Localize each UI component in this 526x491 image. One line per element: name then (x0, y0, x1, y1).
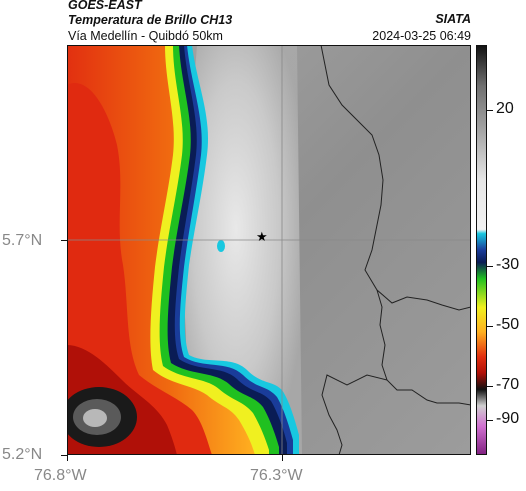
boundary-line (320, 45, 471, 311)
y-tick-mark (61, 455, 67, 456)
boundary-line (376, 289, 471, 406)
satellite-title: GOES-EAST (68, 0, 142, 12)
colorbar (476, 45, 487, 455)
boundary-line (321, 374, 388, 455)
location-star-marker: ★ (256, 229, 268, 244)
colorbar-tick-label: -50 (496, 316, 520, 333)
colorbar-gradient (476, 45, 487, 455)
colorbar-tick-label: -30 (496, 256, 520, 273)
colorbar-tick-mark (487, 326, 493, 327)
satellite-map (67, 45, 471, 455)
timestamp-label: 2024-03-25 06:49 (372, 29, 471, 43)
colorbar-tick-label: -70 (496, 376, 520, 393)
x-tick-mark (282, 455, 283, 461)
cloud-band-red (67, 83, 212, 455)
colorbar-tick-mark (487, 110, 493, 111)
organization-label: SIATA (435, 12, 471, 26)
colorbar-tick-mark (487, 386, 493, 387)
colorbar-tick-mark (487, 266, 493, 267)
light-band (182, 45, 302, 455)
x-tick-mark (67, 455, 68, 461)
product-title: Temperatura de Brillo CH13 (68, 13, 233, 27)
cold-core-light (83, 409, 107, 427)
route-subtitle: Vía Medellín - Quibdó 50km (68, 29, 223, 43)
map-frame (67, 45, 471, 455)
colorbar-tick-label: 20 (496, 100, 514, 117)
y-tick-label: 5.2°N (2, 446, 43, 463)
cold-spot (217, 240, 225, 252)
colorbar-tick-mark (487, 420, 493, 421)
x-tick-label: 76.8°W (34, 467, 87, 484)
colorbar-frame (476, 45, 487, 455)
y-tick-label: 5.7°N (2, 232, 43, 249)
colorbar-tick-label: -90 (496, 410, 520, 427)
y-tick-mark (61, 240, 67, 241)
x-tick-label: 76.3°W (250, 467, 303, 484)
